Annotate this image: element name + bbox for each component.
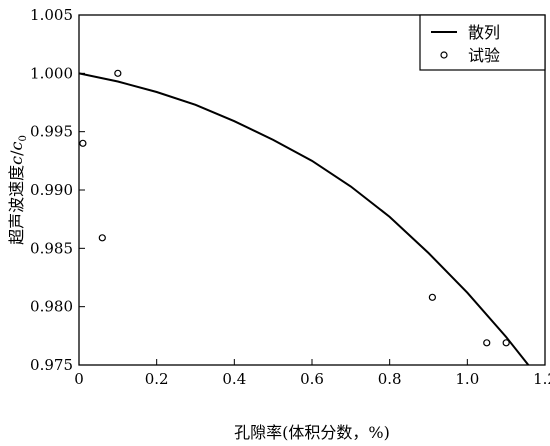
x-tick-label: 0.4 xyxy=(222,370,246,388)
y-axis-label-main: 超声波速度 xyxy=(7,165,26,245)
y-tick-label: 1.005 xyxy=(30,6,73,24)
legend: 散列 试验 xyxy=(419,14,546,71)
x-tick-label: 0 xyxy=(74,370,84,388)
series-line-dispersion xyxy=(79,72,530,365)
legend-label-line: 散列 xyxy=(468,23,500,42)
x-tick-label: 1.2 xyxy=(533,370,550,388)
y-axis-label-slash: / xyxy=(7,150,26,156)
y-axis-ticks: 0.975 0.980 0.985 0.990 0.995 1.000 1.005 xyxy=(30,6,85,374)
y-tick-label: 0.975 xyxy=(30,356,73,374)
y-tick-label: 0.985 xyxy=(30,239,73,257)
y-axis-label-var: c xyxy=(7,156,26,165)
y-tick-label: 1.000 xyxy=(30,64,73,82)
y-tick-label: 0.995 xyxy=(30,123,73,141)
x-axis-ticks: 0 0.2 0.4 0.6 0.8 1.0 1.2 xyxy=(74,359,550,388)
x-axis-label: 孔隙率(体积分数，%) xyxy=(234,423,390,442)
y-axis-label: 超声波速度c/c0 xyxy=(7,135,29,245)
x-tick-label: 0.2 xyxy=(145,370,169,388)
data-point-experiment xyxy=(114,69,122,77)
data-point-experiment xyxy=(483,339,491,347)
data-point-experiment xyxy=(79,139,87,147)
x-tick-label: 1.0 xyxy=(455,370,479,388)
legend-box xyxy=(419,14,546,71)
data-point-experiment xyxy=(428,293,436,301)
y-axis-label-var2: c xyxy=(7,141,26,150)
x-tick-label: 0.8 xyxy=(378,370,402,388)
legend-marker-swatch xyxy=(440,51,448,59)
x-tick-label: 0.6 xyxy=(300,370,324,388)
y-tick-label: 0.980 xyxy=(30,298,73,316)
y-axis-label-sub: 0 xyxy=(18,135,29,141)
data-point-experiment xyxy=(98,234,106,242)
series-layer xyxy=(79,69,530,365)
y-tick-label: 0.990 xyxy=(30,181,73,199)
legend-label-scatter: 试验 xyxy=(468,46,500,65)
data-point-experiment xyxy=(502,339,510,347)
